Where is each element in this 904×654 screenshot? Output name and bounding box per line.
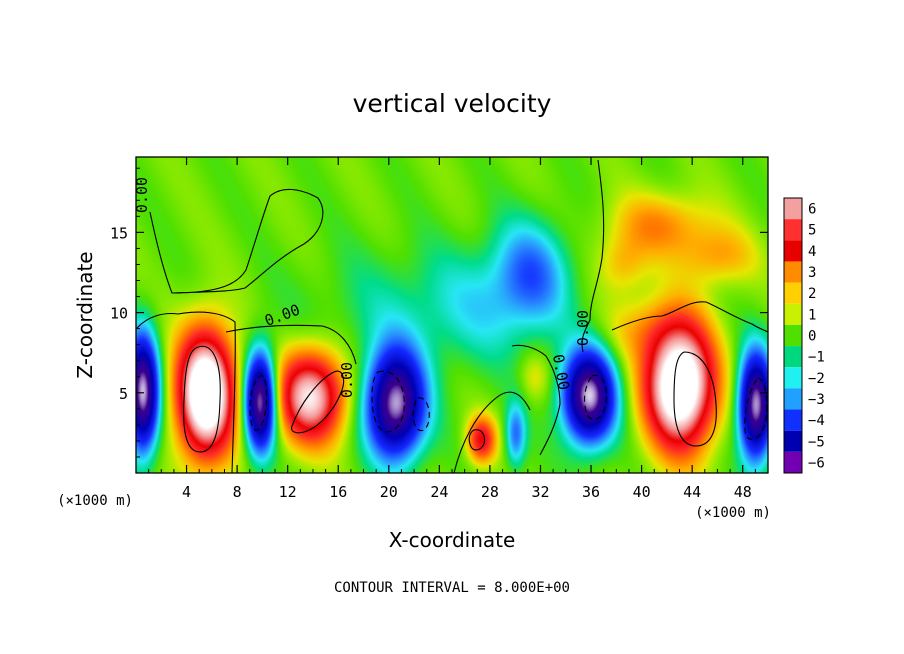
x-unit-left: (×1000 m) (57, 493, 133, 509)
colorbar-label: −1 (808, 350, 825, 366)
contour-positive-mid (291, 370, 345, 434)
colorbar-swatch (784, 303, 802, 325)
colorbar-swatch (784, 240, 802, 262)
colorbar-label: −2 (808, 371, 825, 387)
x-tick-label: 8 (233, 483, 242, 501)
x-tick-label: 24 (430, 483, 448, 501)
contour-negative-c (583, 374, 607, 420)
contour-zero-center (511, 344, 561, 456)
contour-negative-a (249, 375, 268, 431)
colorbar-label: 0 (808, 329, 816, 345)
y-axis-ticks: 5 10 15 (110, 167, 768, 458)
contour-zero-right-top (581, 159, 605, 353)
y-axis-label: Z-coordinate (73, 251, 97, 378)
colorbar-label: 6 (808, 202, 816, 218)
contour-negative-d (744, 377, 768, 440)
colorbar-label: −4 (808, 413, 825, 429)
colorbar-label: 3 (808, 265, 816, 281)
contour-negative-e (412, 397, 430, 432)
colorbar-swatch (784, 346, 802, 368)
colorbar-swatch (784, 282, 802, 304)
colorbar-label: 4 (808, 244, 816, 260)
colorbar-swatch (784, 367, 802, 389)
colorbar-label: −3 (808, 392, 825, 408)
colorbar-swatch (784, 324, 802, 347)
x-tick-label: 16 (329, 483, 347, 501)
colorbar-label: 1 (808, 307, 816, 323)
contour-positive-left (183, 345, 221, 453)
x-tick-label: 44 (683, 483, 701, 501)
contour-negative-b (371, 370, 405, 433)
contour-interval-note: CONTOUR INTERVAL = 8.000E+00 (334, 580, 570, 596)
colorbar-swatch (784, 219, 802, 241)
x-tick-label: 4 (182, 483, 191, 501)
contour-positive-right (673, 351, 717, 447)
x-tick-label: 32 (531, 483, 549, 501)
x-tick-label: 36 (582, 483, 600, 501)
y-tick-label: 10 (110, 305, 128, 323)
colorbar: 6 5 4 3 2 1 0 −1 −2 −3 −4 −5 −6 (783, 197, 825, 474)
velocity-heatmap (136, 157, 768, 473)
y-tick-label: 5 (119, 385, 128, 403)
x-tick-label: 28 (481, 483, 499, 501)
colorbar-swatch (784, 430, 802, 452)
chart-title: vertical velocity (353, 89, 552, 118)
contour-zero-middle (225, 324, 357, 365)
x-axis-ticks: 4 8 12 16 20 24 28 32 36 40 44 48 (148, 157, 756, 501)
contour-positive-small (468, 429, 486, 451)
x-tick-label: 40 (633, 483, 651, 501)
contour-zero-bottom-mid (453, 391, 531, 474)
colorbar-swatch (784, 198, 802, 220)
colorbar-swatch (784, 388, 802, 410)
y-tick-label: 15 (110, 224, 128, 242)
colorbar-label: −6 (808, 455, 825, 471)
x-unit-right: (×1000 m) (695, 505, 771, 521)
contour-zero-left-bottom (136, 311, 236, 474)
colorbar-swatch (784, 409, 802, 431)
colorbar-swatch (784, 451, 802, 473)
colorbar-label: 5 (808, 223, 816, 239)
colorbar-label: −5 (808, 434, 825, 450)
contour-label-3: 0.00 (338, 362, 356, 398)
contour-zero-upper (149, 188, 324, 294)
colorbar-swatch (784, 261, 802, 283)
contour-label-5: 0.00 (549, 353, 573, 392)
contour-zero-right-mid (611, 301, 769, 333)
plot-area (136, 157, 768, 473)
contour-lines (136, 159, 769, 474)
contour-label-1: 0.00 (133, 177, 151, 213)
colorbar-frame (783, 197, 803, 474)
x-tick-label: 12 (279, 483, 297, 501)
contour-label-4: 0.00 (574, 310, 592, 346)
colorbar-label: 2 (808, 286, 816, 302)
x-tick-label: 48 (734, 483, 752, 501)
x-tick-label: 20 (380, 483, 398, 501)
x-axis-label: X-coordinate (389, 528, 516, 552)
